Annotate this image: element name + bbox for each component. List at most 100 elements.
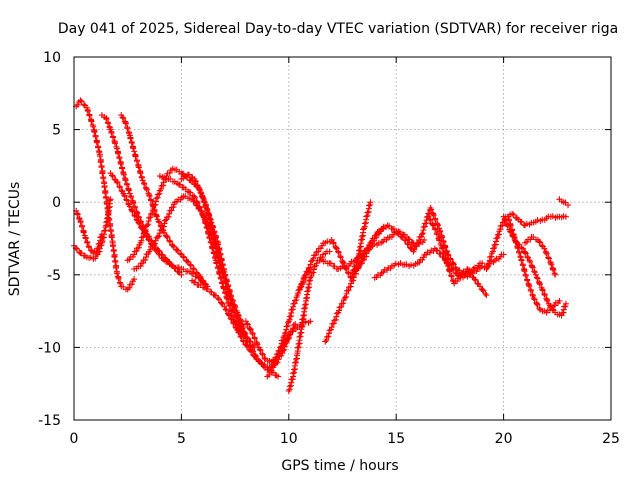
data-point [402,237,409,244]
data-point [152,247,159,254]
data-point [192,194,199,201]
data-point [122,177,129,184]
data-point [297,330,304,337]
data-point [111,254,118,261]
series-trace-20 [425,213,490,299]
data-point [446,268,453,275]
data-point [434,231,441,238]
data-point [552,271,559,278]
data-point [212,241,219,248]
data-point [203,225,210,232]
data-point [229,303,236,310]
data-point [119,114,126,121]
data-point [300,312,307,319]
data-point [108,129,115,136]
data-point [74,245,81,252]
data-point [527,258,534,265]
data-point [466,269,473,276]
data-point [127,135,134,142]
data-point [200,214,207,221]
y-tick-label: 0 [52,195,61,211]
data-point [365,202,372,209]
data-point [531,269,538,276]
data-point [401,236,408,243]
data-point [471,276,478,283]
data-point [224,286,231,293]
data-point [293,356,300,363]
data-point [155,191,162,198]
data-point [160,223,167,230]
data-point [286,383,293,390]
data-point [231,309,238,316]
data-point [227,296,234,303]
data-point [92,133,99,140]
x-tick-label: 20 [495,431,513,447]
data-point [166,210,173,217]
data-point [429,221,436,228]
x-tick-label: 5 [177,431,186,447]
data-point [484,261,491,268]
data-point [261,355,268,362]
x-tick-label: 0 [70,431,79,447]
data-point [541,245,548,252]
data-point [237,333,244,340]
data-point [77,97,84,104]
data-point [103,201,110,208]
data-point [155,251,162,258]
data-point [129,208,136,215]
data-point [115,150,122,157]
data-point [95,144,102,151]
data-point [104,205,111,212]
data-point [107,228,114,235]
data-point [91,129,98,136]
data-point [302,274,309,281]
data-point [135,219,142,226]
data-point [117,160,124,167]
data-point [330,240,337,247]
data-point [450,260,457,267]
data-point [524,277,531,284]
data-point [158,226,165,233]
data-point [98,231,105,238]
data-point [487,254,494,261]
data-point [150,205,157,212]
data-point [130,145,137,152]
data-point [142,256,149,263]
data-point [74,101,81,108]
data-point [448,273,455,280]
data-point [78,98,85,105]
data-point [201,199,208,206]
data-point [256,346,263,353]
data-point [367,199,374,206]
data-point [90,123,97,130]
data-point [202,220,209,227]
data-point [215,251,222,258]
data-point [562,213,569,220]
data-point [84,239,91,246]
data-point [235,329,242,336]
data-point [265,372,272,379]
data-point [518,257,525,264]
data-point [290,370,297,377]
series-trace-25 [556,196,572,209]
data-point [361,220,368,227]
x-axis-label: GPS time / hours [281,458,398,474]
data-point [102,190,109,197]
data-point [113,178,120,185]
data-point [447,256,454,263]
data-point [286,334,293,341]
data-point [315,248,322,255]
data-point [137,170,144,177]
data-point [240,337,247,344]
data-point [562,300,569,307]
data-point [205,230,212,237]
data-point [313,260,320,267]
data-point [120,115,127,122]
data-point [237,322,244,329]
data-point [480,287,487,294]
data-point [156,251,163,258]
data-point [294,344,301,351]
data-point [113,145,120,152]
data-point [223,307,230,314]
data-point [312,251,319,258]
